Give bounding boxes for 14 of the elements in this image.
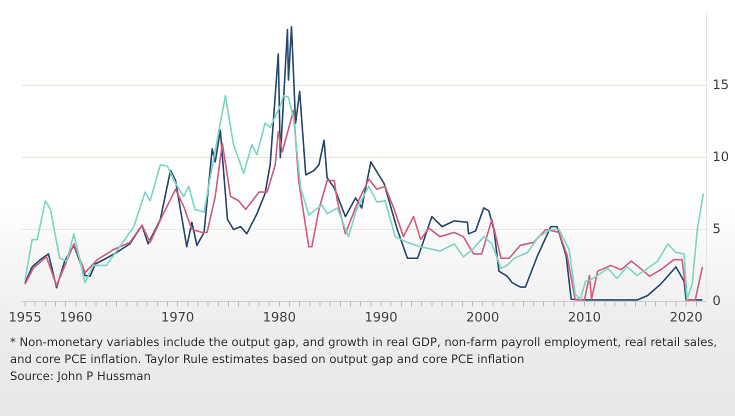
x-tick-label: 1960	[59, 310, 92, 326]
x-tick-label: 1980	[262, 310, 296, 326]
source-note: Source: John P Hussman	[10, 368, 152, 385]
y-tick-label: 15	[712, 78, 730, 94]
y-tick-label: 0	[712, 294, 721, 309]
y-tick-label: 10	[712, 150, 730, 165]
y-tick-label: 5	[712, 222, 721, 237]
x-tick-label: 2020	[670, 310, 703, 326]
x-tick-label: 1955	[8, 310, 42, 326]
x-tick-label: 1990	[364, 310, 398, 326]
x-tick-label: 2010	[568, 310, 601, 326]
text: * Non-monetary variables include the output gap, and growth in real GDP, non-farm payroll employment, real retail sales, and core PCE inflation. Taylor Rule estimates based on output gap and core PCE inflation	[10, 334, 718, 368]
x-tick-label: 1970	[161, 310, 194, 326]
x-tick-label: 2000	[466, 310, 500, 326]
